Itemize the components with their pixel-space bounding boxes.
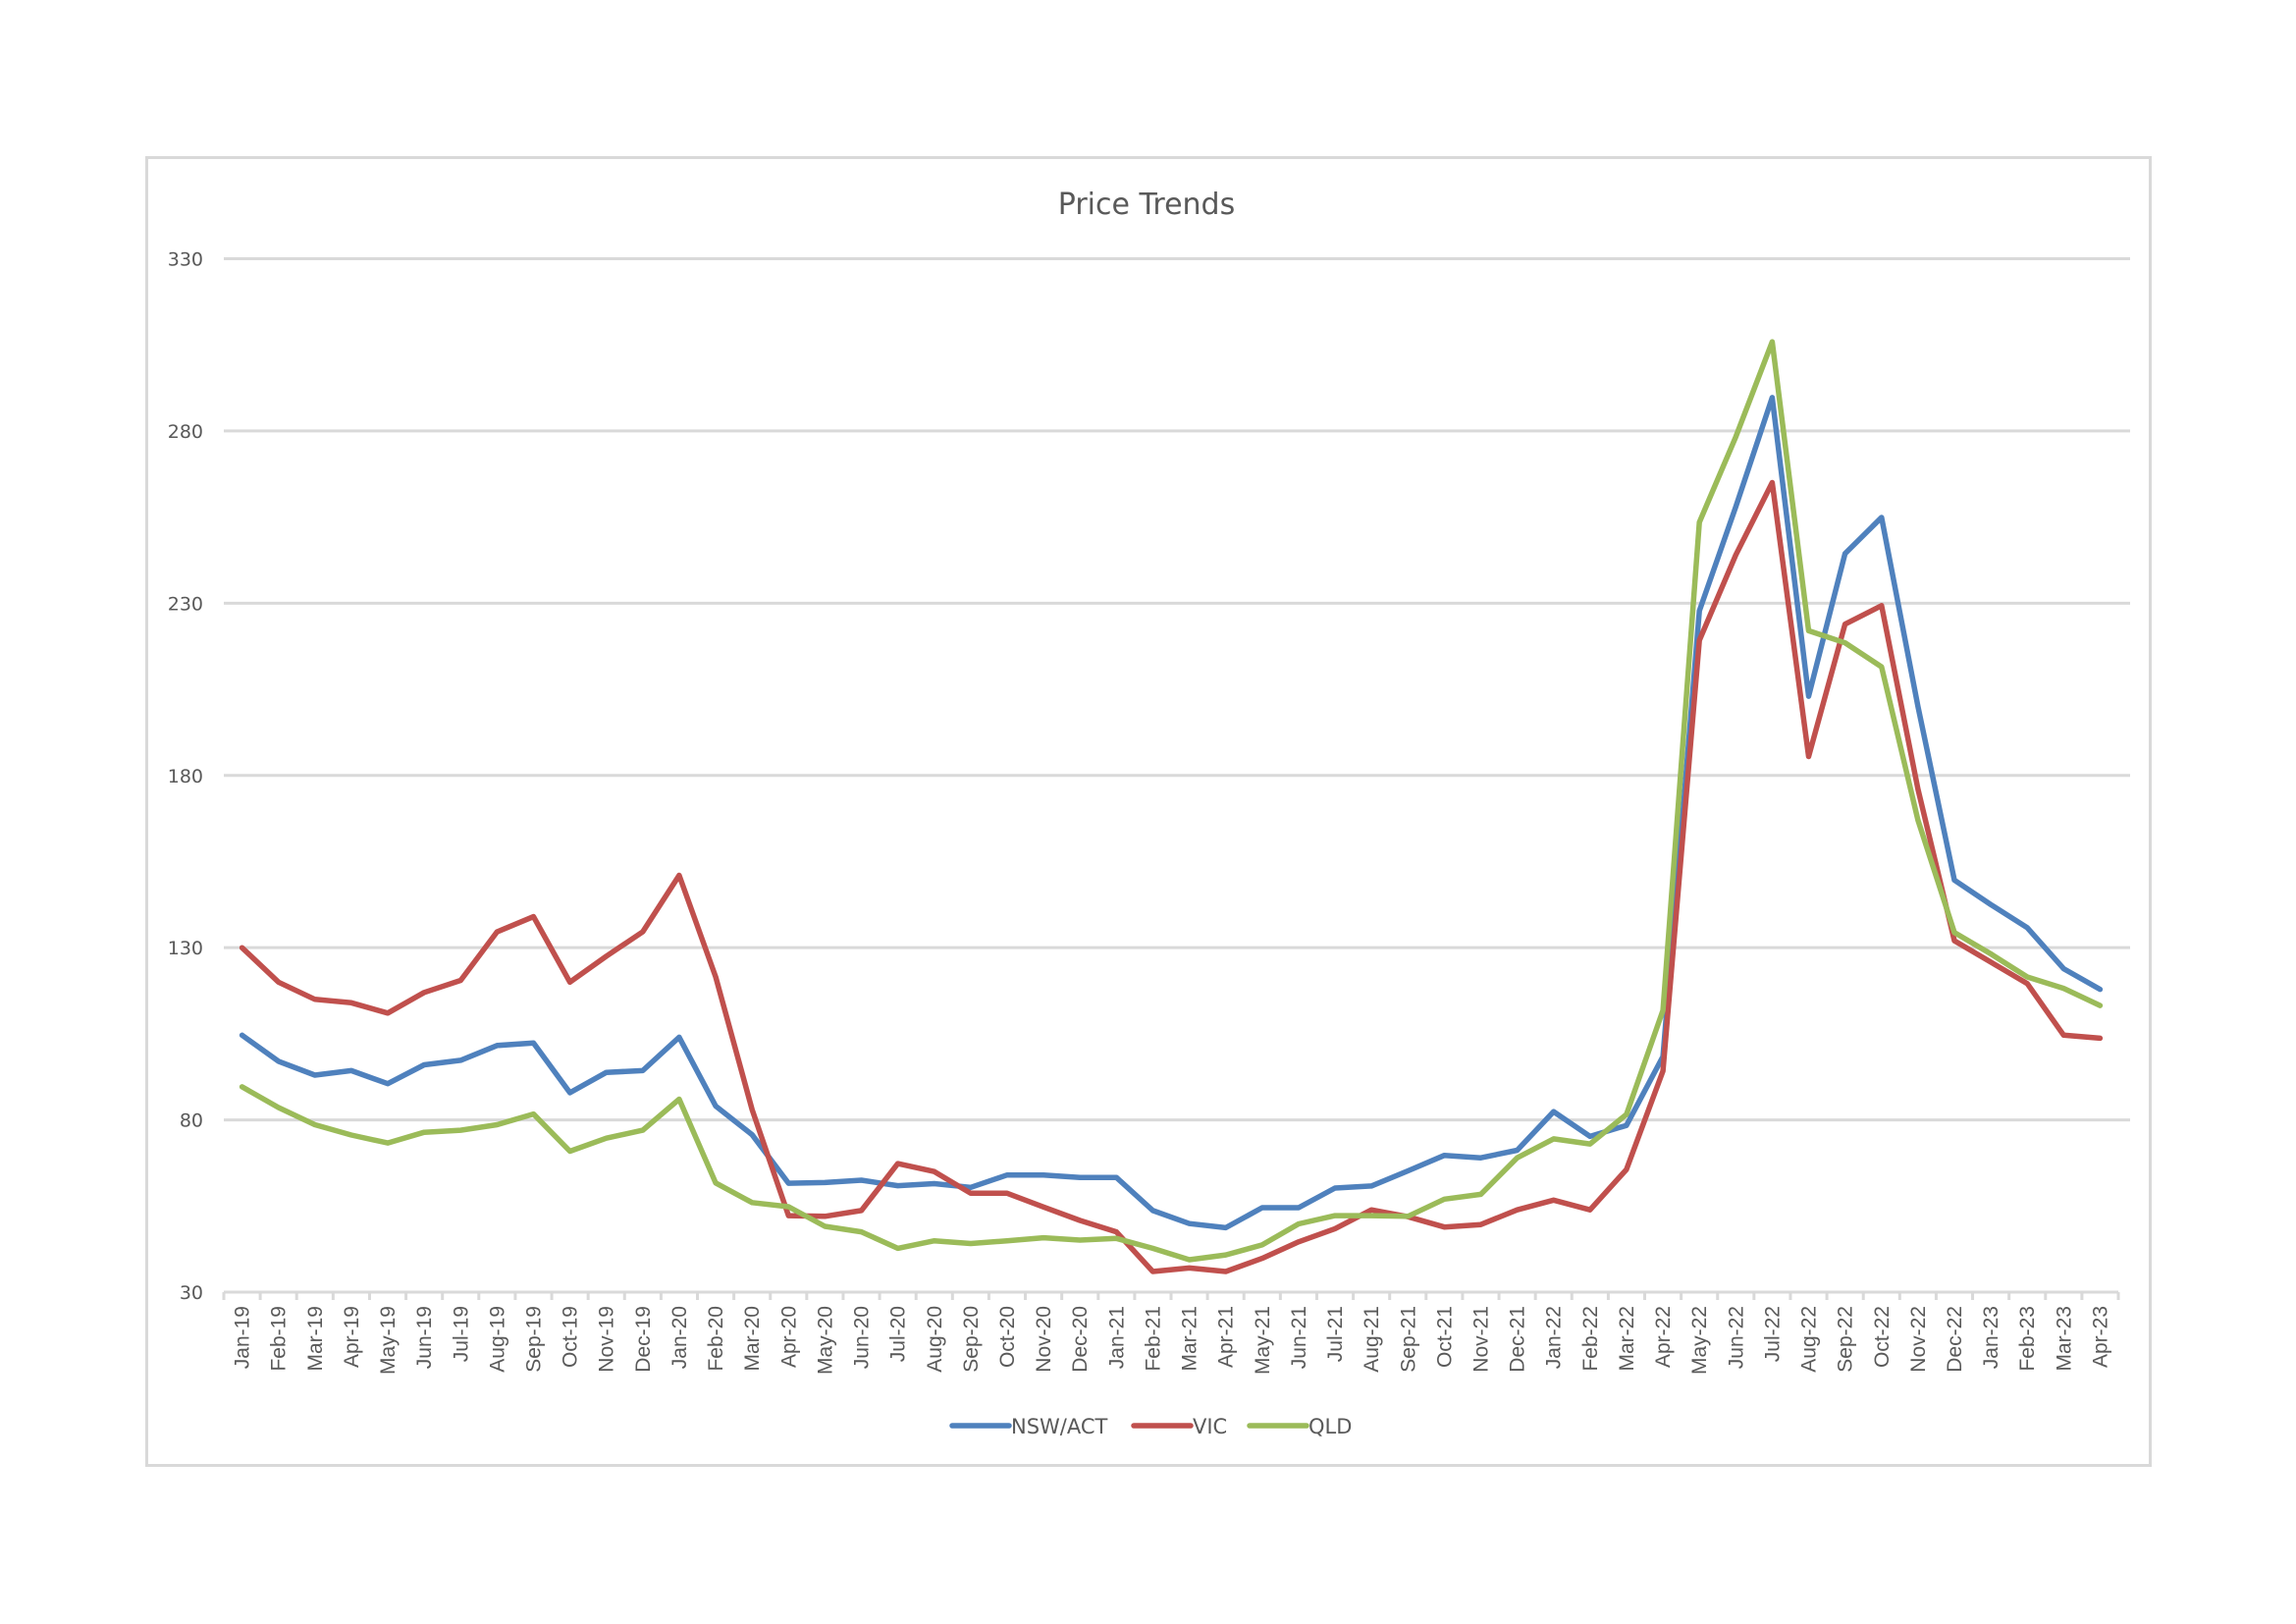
legend-label: NSW/ACT [1011, 1415, 1108, 1438]
chart-title: Price Trends [1058, 188, 1235, 222]
x-tick-label: Feb-20 [705, 1306, 727, 1372]
x-tick-label: Dec-19 [632, 1306, 655, 1373]
x-tick-label: Aug-22 [1798, 1306, 1821, 1373]
series-lines [239, 339, 2104, 1274]
x-tick-label: Feb-19 [268, 1306, 291, 1372]
y-tick-label: 330 [168, 249, 203, 271]
x-tick-label: Feb-23 [2016, 1306, 2039, 1372]
x-tick-label: Jun-19 [413, 1306, 436, 1369]
x-tick-label: May-19 [377, 1306, 400, 1375]
x-tick-label: Mar-21 [1179, 1306, 1201, 1372]
x-axis: Jan-19 Feb-19 Mar-19 Apr-19 May-19 Jun-19 Jul-… [222, 1290, 2120, 1375]
x-tick-label: Nov-20 [1033, 1306, 1055, 1373]
x-tick-label: Apr-19 [341, 1306, 363, 1368]
x-tick-label: Apr-20 [777, 1306, 800, 1368]
x-tick-label: Apr-22 [1652, 1306, 1675, 1368]
legend-label: QLD [1308, 1415, 1352, 1438]
x-tick-label: Oct-21 [1433, 1306, 1456, 1368]
y-tick-label: 280 [168, 421, 203, 443]
x-tick-label: Jun-20 [851, 1306, 874, 1369]
x-tick-label: Jul-20 [887, 1306, 910, 1362]
x-tick-label: Jan-20 [668, 1306, 691, 1369]
x-tick-label: Sep-21 [1397, 1306, 1419, 1373]
x-tick-label: Sep-22 [1835, 1306, 1857, 1373]
x-tick-label: Sep-20 [960, 1306, 983, 1373]
x-tick-label: Jan-21 [1105, 1306, 1128, 1369]
x-tick-label: Nov-19 [596, 1306, 618, 1373]
x-tick-label: Aug-19 [486, 1306, 508, 1373]
y-tick-label: 30 [180, 1282, 203, 1304]
x-tick-label: Apr-23 [2089, 1306, 2111, 1368]
legend-item-qld: QLD [1247, 1415, 1352, 1438]
legend: NSW/ACT VIC QLD [949, 1415, 1352, 1438]
x-tick-label: Apr-21 [1215, 1306, 1238, 1368]
x-tick-label: May-20 [814, 1306, 836, 1375]
x-tick-label: Feb-22 [1579, 1306, 1602, 1372]
x-tick-label: Aug-20 [924, 1306, 946, 1373]
x-tick-label: Mar-20 [741, 1306, 764, 1372]
x-tick-label: Mar-19 [304, 1306, 327, 1372]
x-tick-label: Aug-21 [1361, 1306, 1383, 1373]
legend-item-vic: VIC [1131, 1415, 1227, 1438]
x-tick-label: Oct-20 [996, 1306, 1019, 1368]
series-line-qld [239, 339, 2104, 1263]
x-tick-label: Dec-22 [1944, 1306, 1966, 1373]
x-tick-label: Mar-22 [1616, 1306, 1638, 1372]
gridlines [224, 257, 2130, 1122]
x-tick-label: Jul-22 [1761, 1306, 1784, 1362]
x-tick-label: Sep-19 [522, 1306, 545, 1373]
x-tick-label: Jun-21 [1288, 1306, 1310, 1369]
x-tick-label: Dec-20 [1069, 1306, 1092, 1373]
x-tick-label: Nov-22 [1907, 1306, 1930, 1373]
x-tick-label: May-21 [1252, 1306, 1274, 1375]
series-line-nsw-act [239, 395, 2104, 1231]
x-tick-label: Jun-22 [1725, 1306, 1747, 1369]
x-tick-label: Jan-23 [1980, 1306, 2002, 1369]
x-tick-label: May-22 [1688, 1306, 1711, 1375]
x-tick-label: Oct-19 [560, 1306, 582, 1368]
x-tick-label: Jul-19 [450, 1306, 472, 1362]
y-tick-label: 230 [168, 593, 203, 615]
x-tick-label: Oct-22 [1871, 1306, 1894, 1368]
y-tick-label: 80 [180, 1110, 203, 1132]
y-tick-label: 130 [168, 938, 203, 959]
y-axis-tick-labels: 30 80 130 180 230 280 330 [168, 249, 203, 1305]
legend-label: VIC [1193, 1415, 1227, 1438]
y-tick-label: 180 [168, 766, 203, 787]
legend-item-nsw-act: NSW/ACT [949, 1415, 1108, 1438]
x-tick-label: Nov-21 [1469, 1306, 1492, 1373]
x-tick-label: Feb-21 [1142, 1306, 1164, 1372]
x-tick-label: Jul-21 [1324, 1306, 1347, 1362]
x-tick-label: Jan-22 [1543, 1306, 1566, 1369]
x-tick-label: Mar-23 [2053, 1306, 2075, 1372]
x-tick-label: Jan-19 [232, 1306, 254, 1369]
x-tick-label: Dec-21 [1507, 1306, 1529, 1373]
series-line-vic [239, 479, 2104, 1274]
